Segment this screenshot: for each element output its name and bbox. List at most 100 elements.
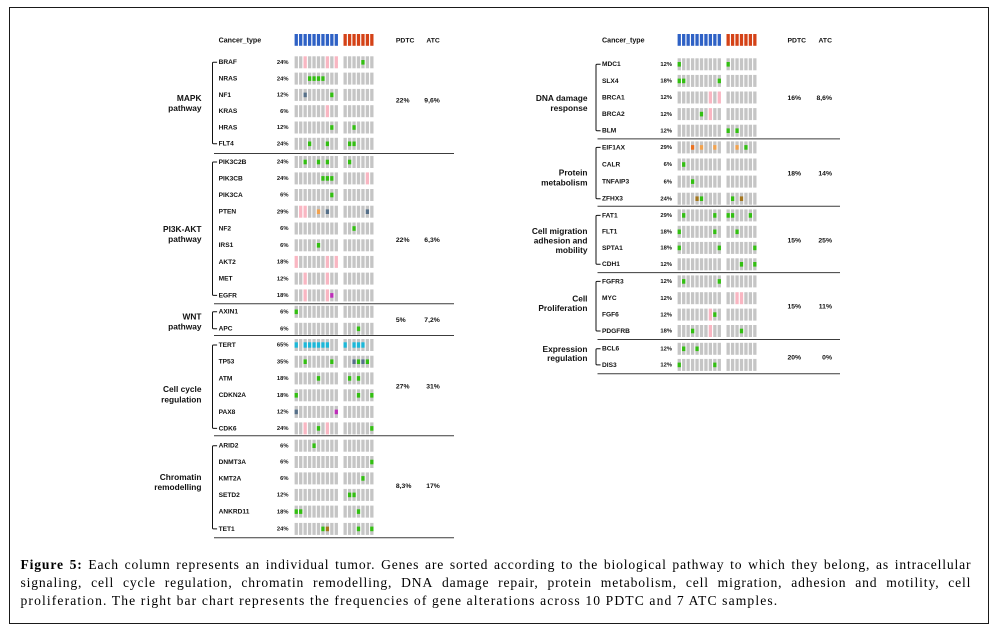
svg-text:29%: 29% xyxy=(277,209,289,215)
svg-text:FLT1: FLT1 xyxy=(602,229,618,236)
svg-text:11%: 11% xyxy=(819,304,832,311)
svg-text:regulation: regulation xyxy=(547,353,587,363)
svg-text:9,6%: 9,6% xyxy=(424,98,440,105)
svg-text:EGFR: EGFR xyxy=(219,292,238,299)
svg-text:18%: 18% xyxy=(277,509,289,515)
svg-text:TET1: TET1 xyxy=(219,526,235,533)
svg-text:17%: 17% xyxy=(426,483,440,490)
svg-text:PDGFRB: PDGFRB xyxy=(602,328,630,335)
svg-text:29%: 29% xyxy=(660,213,672,219)
svg-text:FGFR3: FGFR3 xyxy=(602,278,624,285)
svg-text:18%: 18% xyxy=(660,79,672,85)
svg-text:Cell: Cell xyxy=(572,294,587,304)
svg-text:PTEN: PTEN xyxy=(219,209,237,216)
svg-text:TP53: TP53 xyxy=(219,359,235,366)
svg-text:response: response xyxy=(550,103,587,113)
svg-text:SPTA1: SPTA1 xyxy=(602,245,623,252)
svg-text:12%: 12% xyxy=(660,279,672,285)
svg-text:6%: 6% xyxy=(280,226,288,232)
svg-text:6%: 6% xyxy=(280,476,288,482)
svg-text:SETD2: SETD2 xyxy=(219,492,241,499)
svg-text:12%: 12% xyxy=(660,312,672,318)
svg-text:18%: 18% xyxy=(277,393,289,399)
svg-text:ATC: ATC xyxy=(819,38,833,45)
svg-text:12%: 12% xyxy=(277,125,289,131)
svg-text:24%: 24% xyxy=(277,142,289,148)
svg-text:18%: 18% xyxy=(277,376,289,382)
svg-text:18%: 18% xyxy=(660,230,672,236)
svg-text:MET: MET xyxy=(219,276,233,283)
svg-text:DNA damage: DNA damage xyxy=(536,93,588,103)
svg-text:15%: 15% xyxy=(788,304,802,311)
svg-text:8,6%: 8,6% xyxy=(817,95,833,102)
svg-text:18%: 18% xyxy=(277,293,289,299)
svg-text:6%: 6% xyxy=(664,162,672,168)
svg-text:12%: 12% xyxy=(660,128,672,134)
svg-text:24%: 24% xyxy=(277,176,289,182)
svg-text:24%: 24% xyxy=(277,160,289,166)
svg-text:24%: 24% xyxy=(277,60,289,66)
svg-text:pathway: pathway xyxy=(168,322,202,332)
svg-text:EIF1AX: EIF1AX xyxy=(602,144,626,151)
svg-text:12%: 12% xyxy=(660,296,672,302)
svg-text:14%: 14% xyxy=(818,170,832,177)
svg-text:12%: 12% xyxy=(660,363,672,369)
svg-text:6%: 6% xyxy=(664,179,672,185)
svg-text:12%: 12% xyxy=(277,410,289,416)
svg-text:16%: 16% xyxy=(788,95,802,102)
svg-text:HRAS: HRAS xyxy=(219,124,238,131)
svg-text:CDK6: CDK6 xyxy=(219,425,237,432)
svg-text:12%: 12% xyxy=(660,347,672,353)
svg-text:pathway: pathway xyxy=(168,103,202,113)
svg-text:Protein: Protein xyxy=(559,168,588,178)
svg-text:IRS1: IRS1 xyxy=(219,242,234,249)
svg-text:BCL6: BCL6 xyxy=(602,346,620,353)
svg-text:Cell cycle: Cell cycle xyxy=(163,384,202,394)
svg-text:18%: 18% xyxy=(660,329,672,335)
svg-text:12%: 12% xyxy=(660,112,672,118)
svg-text:6%: 6% xyxy=(280,443,288,449)
svg-text:Chromatin: Chromatin xyxy=(160,472,202,482)
svg-text:CALR: CALR xyxy=(602,161,621,168)
svg-text:PAX8: PAX8 xyxy=(219,409,236,416)
svg-text:Cell migration: Cell migration xyxy=(532,226,588,236)
svg-text:12%: 12% xyxy=(277,93,289,99)
svg-text:adhesion and: adhesion and xyxy=(534,236,588,246)
svg-text:25%: 25% xyxy=(818,238,832,245)
svg-text:5%: 5% xyxy=(396,317,406,324)
svg-text:24%: 24% xyxy=(660,196,672,202)
svg-text:NF1: NF1 xyxy=(219,92,232,99)
svg-text:12%: 12% xyxy=(277,276,289,282)
svg-text:24%: 24% xyxy=(277,527,289,533)
svg-text:Expression: Expression xyxy=(543,344,588,354)
svg-text:Proliferation: Proliferation xyxy=(538,303,587,313)
svg-text:NF2: NF2 xyxy=(219,225,232,232)
svg-text:20%: 20% xyxy=(788,354,802,361)
svg-text:ANKRD11: ANKRD11 xyxy=(219,509,250,516)
svg-text:22%: 22% xyxy=(396,98,410,105)
svg-text:6%: 6% xyxy=(280,460,288,466)
svg-text:APC: APC xyxy=(219,326,233,333)
svg-text:0%: 0% xyxy=(822,354,832,361)
svg-text:CDH1: CDH1 xyxy=(602,261,620,268)
svg-text:DIS3: DIS3 xyxy=(602,362,617,369)
svg-text:PDTC: PDTC xyxy=(788,38,807,45)
svg-text:BLM: BLM xyxy=(602,128,617,135)
svg-text:AXIN1: AXIN1 xyxy=(219,309,239,316)
svg-text:KRAS: KRAS xyxy=(219,108,238,115)
svg-text:Cancer_type: Cancer_type xyxy=(602,37,645,45)
svg-text:18%: 18% xyxy=(277,260,289,266)
svg-text:6%: 6% xyxy=(280,243,288,249)
svg-text:TNFAIP3: TNFAIP3 xyxy=(602,179,629,186)
svg-text:PIK3CB: PIK3CB xyxy=(219,175,243,182)
svg-text:6,3%: 6,3% xyxy=(424,237,440,244)
svg-text:6%: 6% xyxy=(280,109,288,115)
svg-text:ATC: ATC xyxy=(426,38,440,45)
svg-text:KMT2A: KMT2A xyxy=(219,475,242,482)
svg-text:FLT4: FLT4 xyxy=(219,141,235,148)
svg-text:18%: 18% xyxy=(660,246,672,252)
svg-text:WNT: WNT xyxy=(183,312,202,322)
svg-text:metabolism: metabolism xyxy=(541,177,587,187)
svg-text:DNMT3A: DNMT3A xyxy=(219,459,247,466)
svg-text:7,2%: 7,2% xyxy=(424,317,440,324)
